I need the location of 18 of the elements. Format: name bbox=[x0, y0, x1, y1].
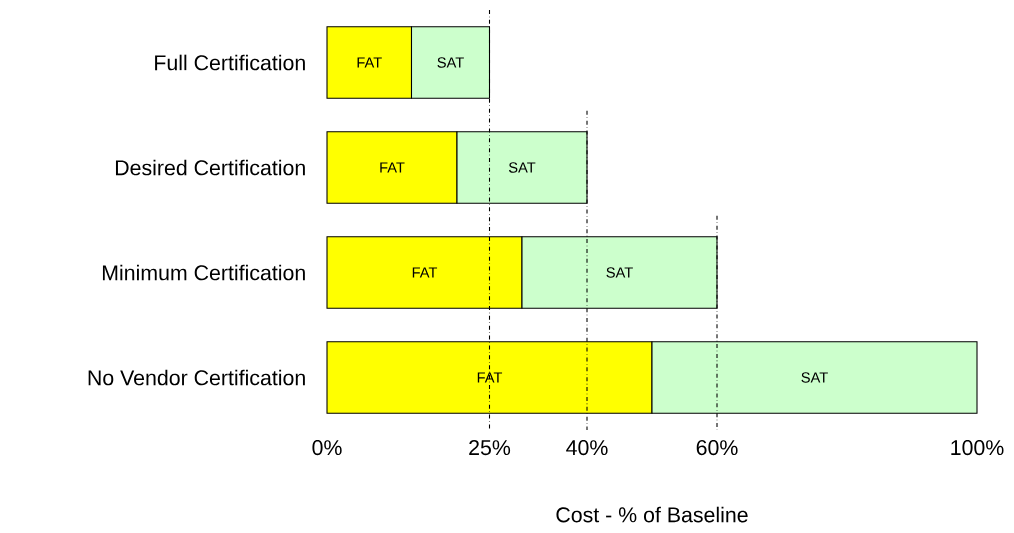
y-tick-label: Full Certification bbox=[155, 54, 305, 71]
y-tick-label: Minimum Certification bbox=[102, 264, 305, 281]
y-tick-label: No Vendor Certification bbox=[88, 369, 305, 386]
x-tick-label: 25% bbox=[469, 440, 511, 456]
text: SAT bbox=[508, 162, 536, 173]
series-label: SAT bbox=[437, 57, 464, 68]
x-tick-label: 60% bbox=[696, 440, 738, 456]
x-tick-label: 0% bbox=[312, 440, 342, 456]
series-label: FAT bbox=[357, 57, 382, 68]
text: FAT bbox=[412, 267, 438, 278]
text: FAT bbox=[477, 372, 503, 383]
x-tick-label: 40% bbox=[566, 440, 608, 456]
text: FAT bbox=[380, 162, 405, 173]
text: SAT bbox=[606, 267, 633, 278]
text: SAT bbox=[801, 372, 828, 383]
x-tick-label: 100% bbox=[951, 440, 1004, 456]
x-axis-title: Cost - % of Baseline bbox=[556, 506, 748, 523]
y-tick-label: Desired Certification bbox=[115, 159, 305, 176]
